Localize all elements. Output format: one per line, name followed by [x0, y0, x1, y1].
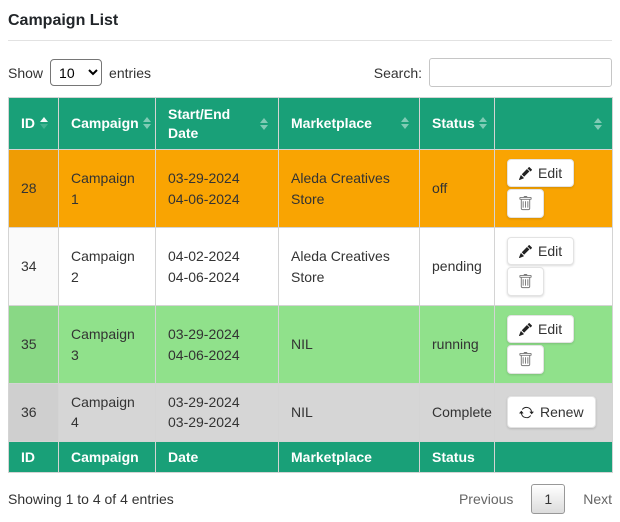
refresh-icon — [519, 405, 534, 420]
column-header-label: Marketplace — [291, 115, 372, 132]
pencil-icon — [519, 166, 532, 180]
start-date: 03-29-2024 — [168, 326, 240, 343]
pagination: Previous 1 Next — [458, 483, 612, 514]
trash-icon — [518, 352, 533, 367]
cell-marketplace: Aleda Creatives Store — [278, 227, 420, 306]
column-header-label: ID — [21, 115, 35, 132]
column-header-label: Campaign — [71, 115, 139, 132]
sort-arrows-icon — [142, 117, 151, 130]
cell-id: 35 — [8, 305, 59, 384]
cell-dates: 04-02-2024 04-06-2024 — [155, 227, 279, 306]
column-header-date[interactable]: Start/End Date — [155, 97, 279, 150]
end-date: 04-06-2024 — [168, 190, 240, 207]
delete-button[interactable] — [507, 267, 544, 296]
entries-label: entries — [109, 64, 152, 81]
end-date: 04-06-2024 — [168, 346, 240, 363]
cell-status: pending — [419, 227, 495, 306]
page-length-control: Show 10 entries — [8, 59, 151, 86]
page-length-select[interactable]: 10 — [50, 59, 103, 86]
sort-arrows-icon — [594, 117, 602, 130]
cell-marketplace: NIL — [278, 383, 420, 442]
edit-button[interactable]: Edit — [507, 315, 575, 343]
column-header-id[interactable]: ID — [8, 97, 59, 150]
table-header-row: ID Campaign Start/End Date Marketplace Statu… — [8, 97, 613, 150]
start-date: 03-29-2024 — [168, 394, 240, 410]
cell-actions: Renew — [494, 383, 613, 442]
show-label: Show — [8, 64, 44, 81]
cell-status: off — [419, 149, 495, 228]
pencil-icon — [519, 322, 532, 336]
cell-actions: Edit — [494, 227, 613, 306]
cell-status: Complete — [419, 383, 495, 442]
cell-actions: Edit — [494, 305, 613, 384]
cell-campaign: Campaign 3 — [58, 305, 156, 384]
edit-button-label: Edit — [538, 321, 563, 337]
cell-campaign: Campaign 4 — [58, 383, 156, 442]
start-date: 03-29-2024 — [168, 170, 240, 187]
edit-button-label: Edit — [538, 165, 563, 181]
sort-arrows-icon — [401, 117, 409, 130]
cell-id: 28 — [8, 149, 59, 228]
footer-header: Date — [155, 440, 279, 473]
sort-arrows-icon — [478, 117, 487, 130]
cell-dates: 03-29-2024 03-29-2024 — [155, 383, 279, 442]
cell-campaign: Campaign 2 — [58, 227, 156, 306]
edit-button-label: Edit — [538, 243, 563, 259]
divider — [8, 40, 612, 41]
table-row: 36 Campaign 4 03-29-2024 03-29-2024 NIL Compl… — [8, 383, 613, 442]
column-header-status[interactable]: Status — [419, 97, 495, 150]
edit-button[interactable]: Edit — [507, 237, 575, 265]
cell-id: 36 — [8, 383, 59, 442]
table-row: 35 Campaign 3 03-29-2024 04-06-2024 NIL runni… — [8, 305, 613, 384]
column-header-label: Start/End Date — [168, 105, 231, 141]
pencil-icon — [519, 244, 532, 258]
end-date: 03-29-2024 — [168, 414, 240, 431]
table-footer-row: ID Campaign Date Marketplace Status — [8, 440, 613, 473]
cell-marketplace: Aleda Creatives Store — [278, 149, 420, 228]
renew-button-label: Renew — [540, 404, 584, 421]
column-header-marketplace[interactable]: Marketplace — [278, 97, 420, 150]
footer-header: ID — [8, 440, 59, 473]
edit-button[interactable]: Edit — [507, 159, 575, 187]
trash-icon — [518, 196, 533, 211]
end-date: 04-06-2024 — [168, 268, 240, 285]
column-header-campaign[interactable]: Campaign — [58, 97, 156, 150]
footer-header: Marketplace — [278, 440, 420, 473]
footer-header: Status — [419, 440, 495, 473]
table-row: 34 Campaign 2 04-02-2024 04-06-2024 Aleda Cr… — [8, 227, 613, 306]
cell-actions: Edit — [494, 149, 613, 228]
cell-dates: 03-29-2024 04-06-2024 — [155, 305, 279, 384]
table-body: 28 Campaign 1 03-29-2024 04-06-2024 Aleda Cr… — [8, 149, 613, 442]
cell-status: running — [419, 305, 495, 384]
sort-arrows-icon — [260, 117, 268, 130]
delete-button[interactable] — [507, 345, 544, 374]
sort-arrows-icon — [40, 117, 48, 130]
footer-header: Campaign — [58, 440, 156, 473]
search-control: Search: — [374, 58, 612, 87]
previous-page-button[interactable]: Previous — [458, 490, 514, 507]
trash-icon — [518, 274, 533, 289]
footer-header — [494, 440, 613, 473]
column-header-actions[interactable] — [494, 97, 613, 150]
current-page-button[interactable]: 1 — [531, 483, 566, 514]
table-row: 28 Campaign 1 03-29-2024 04-06-2024 Aleda Cr… — [8, 149, 613, 228]
cell-marketplace: NIL — [278, 305, 420, 384]
campaign-table: ID Campaign Start/End Date Marketplace Statu… — [8, 97, 613, 473]
page-title: Campaign List — [8, 12, 119, 29]
cell-campaign: Campaign 1 — [58, 149, 156, 228]
cell-dates: 03-29-2024 04-06-2024 — [155, 149, 279, 228]
table-info-bar: Showing 1 to 4 of 4 entries Previous 1 N… — [8, 483, 612, 514]
table-controls: Show 10 entries Search: — [8, 58, 612, 87]
search-input[interactable] — [429, 58, 612, 87]
column-header-label: Status — [432, 115, 475, 132]
delete-button[interactable] — [507, 189, 544, 218]
next-page-button[interactable]: Next — [583, 490, 612, 507]
cell-id: 34 — [8, 227, 59, 306]
search-label: Search: — [373, 64, 422, 81]
renew-button[interactable]: Renew — [507, 396, 596, 429]
start-date: 04-02-2024 — [168, 248, 240, 265]
entries-summary: Showing 1 to 4 of 4 entries — [8, 490, 174, 507]
